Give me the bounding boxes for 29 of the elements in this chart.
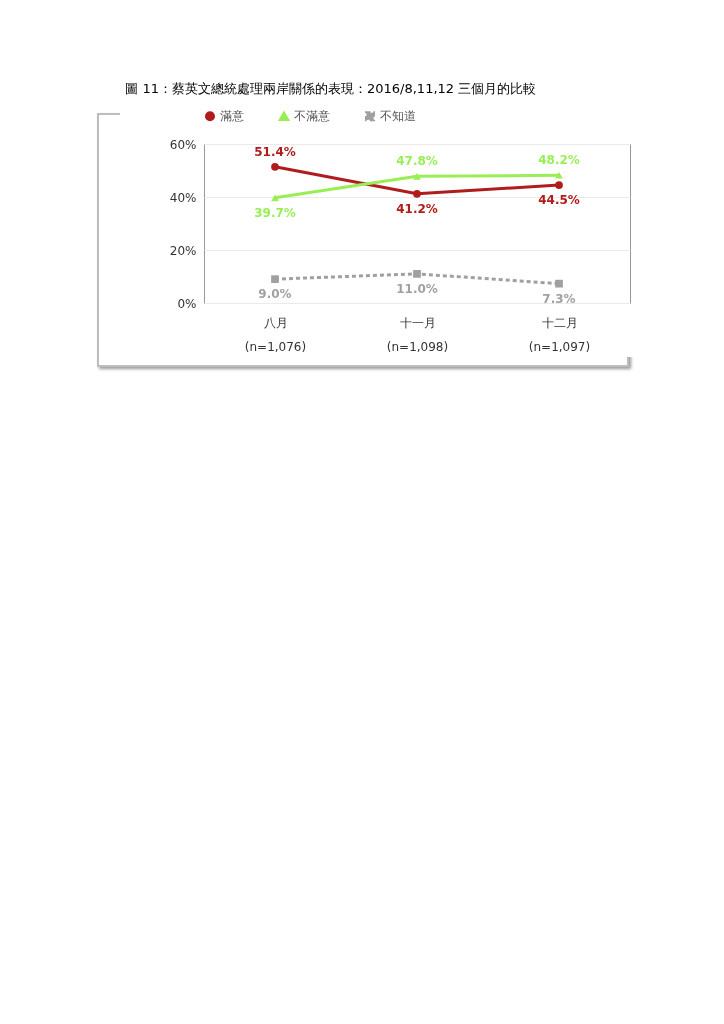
text: 9.0% bbox=[258, 287, 292, 302]
text: 44.5% bbox=[538, 193, 580, 208]
point bbox=[555, 181, 563, 189]
point bbox=[413, 269, 421, 278]
point bbox=[271, 275, 279, 284]
point bbox=[271, 162, 279, 171]
x-tick-label: 十一月 (n=1,098) bbox=[386, 315, 449, 354]
point bbox=[413, 189, 421, 198]
point bbox=[555, 171, 563, 179]
y-tick-label: 60% bbox=[169, 137, 197, 152]
y-tick-label: 20% bbox=[169, 243, 197, 258]
text: 11.0% bbox=[396, 281, 438, 296]
point bbox=[555, 279, 563, 288]
x-tick-label: 十二月 (n=1,097) bbox=[528, 315, 591, 354]
point bbox=[271, 194, 279, 202]
text: 7.3% bbox=[542, 291, 576, 306]
y-tick-label: 0% bbox=[177, 296, 197, 311]
legend-label: 不滿意 bbox=[294, 109, 330, 124]
legend-label: 滿意 bbox=[220, 109, 244, 124]
x-tick-label: 八月 (n=1,076) bbox=[244, 315, 307, 354]
chart-title: 圖 11：蔡英文總統處理兩岸關係的表現：2016/8,11,12 三個月的比較 bbox=[125, 81, 537, 96]
y-tick-label: 40% bbox=[169, 190, 197, 205]
text: 47.8% bbox=[396, 154, 438, 169]
point bbox=[413, 172, 421, 180]
text: 39.7% bbox=[254, 205, 296, 220]
legend-label: 不知道 bbox=[380, 109, 416, 124]
text: 51.4% bbox=[254, 144, 296, 159]
text: 48.2% bbox=[538, 153, 580, 168]
text: 41.2% bbox=[396, 201, 438, 216]
